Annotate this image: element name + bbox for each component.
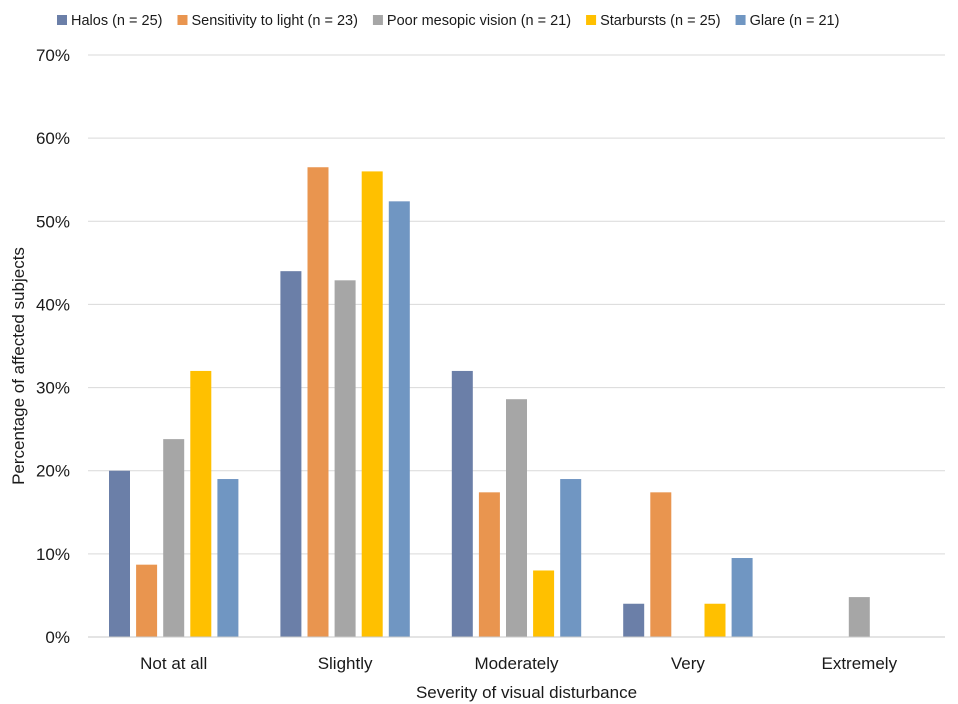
y-tick-label: 40% <box>36 295 70 314</box>
bar <box>533 570 555 637</box>
y-tick-labels: 0% 10% 20% 30% 40% 50% 60% 70% <box>36 46 70 647</box>
y-tick-label: 70% <box>36 46 70 65</box>
gridlines <box>88 54 945 555</box>
x-category-label: Extremely <box>822 654 898 673</box>
x-axis-title: Severity of visual disturbance <box>416 683 637 702</box>
legend: Halos (n = 25) Sensitivity to light (n = … <box>57 13 839 29</box>
bars <box>109 167 870 637</box>
legend-label: Sensitivity to light (n = 23) <box>191 13 357 29</box>
bar <box>623 603 645 637</box>
bar <box>217 479 239 637</box>
bar <box>280 271 302 637</box>
legend-label: Glare (n = 21) <box>750 13 840 29</box>
bar <box>136 564 158 637</box>
bar <box>560 479 582 637</box>
bar <box>650 492 672 637</box>
x-category-label: Moderately <box>474 654 559 673</box>
bar <box>731 558 753 637</box>
legend-item: Halos (n = 25) <box>57 13 162 29</box>
y-tick-label: 60% <box>36 129 70 148</box>
legend-item: Sensitivity to light (n = 23) <box>177 13 358 29</box>
bar <box>190 370 212 637</box>
bar <box>388 201 410 637</box>
legend-item: Glare (n = 21) <box>735 13 840 29</box>
y-tick-label: 10% <box>36 545 70 564</box>
legend-swatch <box>586 15 597 25</box>
legend-label: Poor mesopic vision (n = 21) <box>387 13 571 29</box>
y-tick-label: 0% <box>45 628 70 647</box>
y-tick-label: 50% <box>36 212 70 231</box>
bar <box>361 171 383 637</box>
x-category-label: Very <box>671 654 706 673</box>
bar <box>848 597 870 637</box>
legend-swatch <box>177 15 188 25</box>
legend-label: Halos (n = 25) <box>71 13 162 29</box>
legend-label: Starbursts (n = 25) <box>600 13 720 29</box>
bar <box>506 399 527 637</box>
legend-swatch <box>372 15 383 25</box>
legend-swatch <box>57 15 67 25</box>
bar <box>451 370 473 637</box>
legend-swatch <box>735 15 746 25</box>
legend-item: Starbursts (n = 25) <box>586 13 721 29</box>
bar <box>704 603 726 637</box>
x-category-label: Not at all <box>140 654 207 673</box>
bar <box>109 470 130 637</box>
y-axis-title: Percentage of affected subjects <box>9 247 28 485</box>
legend-item: Poor mesopic vision (n = 21) <box>372 13 571 29</box>
y-tick-label: 20% <box>36 462 70 481</box>
bar <box>163 439 185 637</box>
x-category-labels: Not at all Slightly Moderately Very Extremel… <box>140 654 897 673</box>
bar <box>478 492 500 637</box>
bar <box>307 167 329 637</box>
y-tick-label: 30% <box>36 379 70 398</box>
x-category-label: Slightly <box>318 654 373 673</box>
bar <box>334 280 356 637</box>
